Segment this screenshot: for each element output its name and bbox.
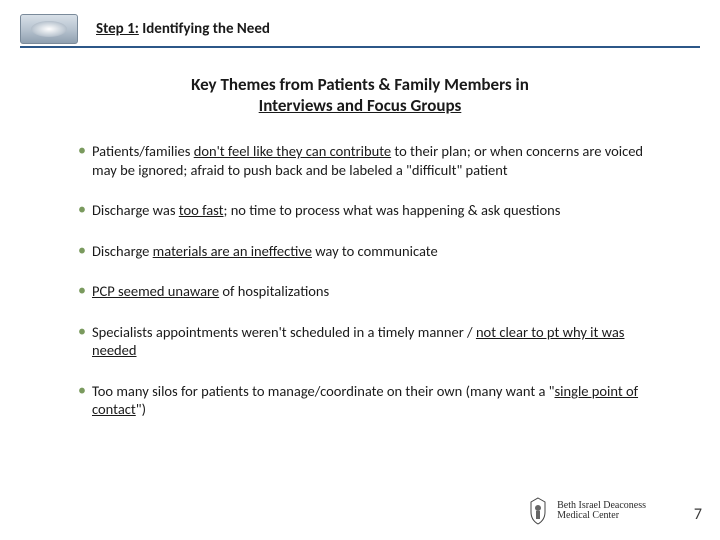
bullet-item: Discharge was too fast; no time to proce… — [78, 201, 660, 220]
hospital-logo-icon — [525, 496, 551, 526]
bullet-text-underline: PCP seemed unaware — [92, 282, 219, 300]
bullet-item: Specialists appointments weren't schedul… — [78, 323, 660, 360]
page-number: 7 — [694, 505, 702, 524]
slide-header: Step 1: Identifying the Need — [0, 18, 720, 48]
bullet-text-underline: materials are an ineffective — [153, 242, 312, 260]
bullet-text-post: way to communicate — [312, 242, 438, 260]
bullet-item: PCP seemed unaware of hospitalizations — [78, 282, 660, 301]
bullet-text-post: ; no time to process what was happening … — [224, 201, 561, 219]
title-line-1: Key Themes from Patients & Family Member… — [191, 74, 529, 95]
header-icon — [20, 14, 78, 44]
logo-text-line-2: Medical Center — [557, 511, 646, 522]
step-title-text: Identifying the Need — [142, 20, 270, 38]
step-number-label: Step 1: — [96, 20, 139, 38]
bullet-text-post: of hospitalizations — [219, 282, 329, 300]
header-divider — [20, 46, 700, 48]
bullet-item: Too many silos for patients to manage/co… — [78, 382, 660, 419]
bullet-item: Patients/families don't feel like they c… — [78, 142, 660, 179]
bullet-text-pre: Specialists appointments weren't schedul… — [92, 323, 476, 341]
title-line-2: Interviews and Focus Groups — [259, 95, 462, 116]
bullet-text-pre: Too many silos for patients to manage/co… — [92, 382, 555, 400]
bullet-list: Patients/families don't feel like they c… — [78, 142, 660, 441]
footer-logo: Beth Israel Deaconess Medical Center — [525, 496, 646, 526]
bullet-text-post: ") — [136, 400, 146, 418]
bullet-text-pre: Discharge — [92, 242, 153, 260]
bullet-text-pre: Patients/families — [92, 142, 194, 160]
hospital-logo-text: Beth Israel Deaconess Medical Center — [557, 501, 646, 522]
bullet-text-pre: Discharge was — [92, 201, 179, 219]
bullet-text-underline: don't feel like they can contribute — [194, 142, 391, 160]
header-title: Step 1: Identifying the Need — [96, 20, 270, 38]
slide-title: Key Themes from Patients & Family Member… — [0, 74, 720, 117]
bullet-text-underline: too fast — [179, 201, 224, 219]
bullet-item: Discharge materials are an ineffective w… — [78, 242, 660, 261]
